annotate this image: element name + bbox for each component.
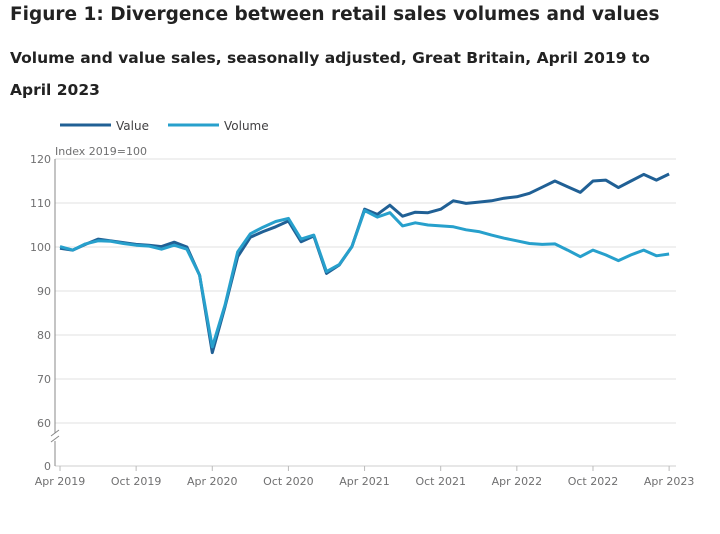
y-tick-label: 90 <box>37 285 51 298</box>
y-tick-label: 60 <box>37 417 51 430</box>
x-tick-label: Apr 2020 <box>187 475 238 488</box>
y-axis-label: Index 2019=100 <box>55 145 147 158</box>
legend-label-volume: Volume <box>224 119 269 133</box>
x-tick-label: Oct 2019 <box>111 475 162 488</box>
y-tick-label: 80 <box>37 329 51 342</box>
legend-label-value: Value <box>116 119 149 133</box>
x-tick-label: Apr 2023 <box>644 475 695 488</box>
axis-break-icon <box>50 429 60 443</box>
x-tick-label: Apr 2021 <box>339 475 390 488</box>
y-tick-label: 100 <box>30 241 51 254</box>
x-tick-label: Oct 2020 <box>263 475 314 488</box>
x-tick-label: Oct 2021 <box>415 475 466 488</box>
x-tick-label: Oct 2022 <box>568 475 619 488</box>
series-line-value <box>59 172 670 355</box>
series-line-volume <box>59 209 670 349</box>
y-tick-label: 70 <box>37 373 51 386</box>
legend: Value Volume <box>60 119 269 133</box>
figure-subtitle: Volume and value sales, seasonally adjus… <box>10 49 650 99</box>
x-tick-label: Apr 2022 <box>492 475 543 488</box>
y-tick-label: 120 <box>30 153 51 166</box>
figure-title: Figure 1: Divergence between retail sale… <box>10 4 660 25</box>
y-tick-label: 110 <box>30 197 51 210</box>
x-tick-label: Apr 2019 <box>35 475 86 488</box>
y-tick-label: 0 <box>44 460 51 473</box>
